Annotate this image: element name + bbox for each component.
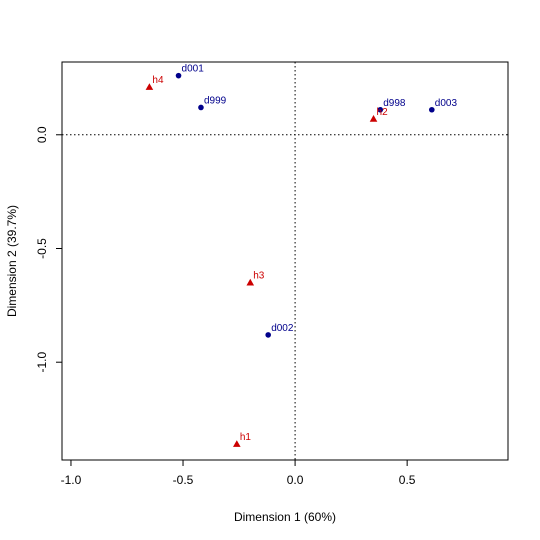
x-axis-title: Dimension 1 (60%) — [234, 510, 336, 524]
y-axis-title: Dimension 2 (39.7%) — [5, 205, 19, 317]
x-tick-label: -1.0 — [61, 473, 82, 487]
point-label-h2: h2 — [377, 107, 389, 118]
point-d001 — [175, 72, 182, 79]
point-label-h1: h1 — [240, 432, 252, 443]
point-d998 — [377, 106, 384, 113]
x-axis: -1.0 -0.5 0.0 0.5 — [61, 460, 416, 487]
point-d002 — [265, 332, 271, 338]
point-d003 — [428, 106, 435, 113]
point-label-d001: d001 — [182, 64, 205, 75]
point-label-d002: d002 — [271, 323, 294, 334]
x-tick-label: 0.5 — [399, 473, 416, 487]
plot-area-border — [61, 61, 509, 461]
point-h2 — [369, 115, 378, 122]
point-h4 — [145, 83, 154, 90]
point-h3 — [246, 278, 255, 286]
reference-lines — [62, 62, 508, 460]
data-points: d001 d999 d998 d003 d002 h4 h2 h3 h1 — [145, 64, 458, 447]
point-label-h4: h4 — [152, 75, 164, 86]
point-label-d998: d998 — [383, 98, 406, 109]
x-tick-label: 0.0 — [287, 473, 304, 487]
x-tick-label: -0.5 — [173, 473, 194, 487]
y-tick-label: -0.5 — [35, 238, 49, 259]
point-h1 — [233, 440, 241, 447]
y-tick-label: 0.0 — [35, 126, 49, 143]
point-label-d999: d999 — [204, 95, 227, 106]
point-label-d003: d003 — [435, 98, 458, 109]
point-label-h3: h3 — [253, 271, 265, 282]
y-tick-label: -1.0 — [35, 352, 49, 373]
y-axis: 0.0 -0.5 -1.0 — [35, 126, 62, 373]
point-d999 — [198, 104, 204, 111]
